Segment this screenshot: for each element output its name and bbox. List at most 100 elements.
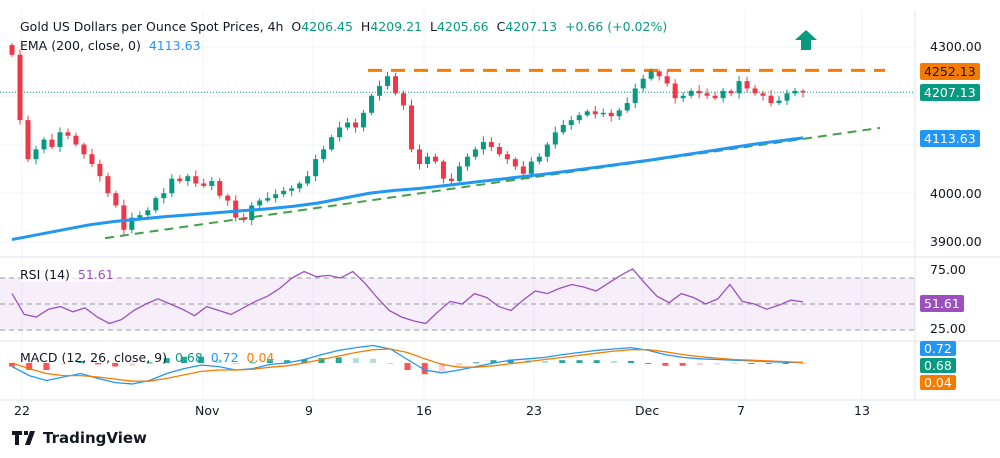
last-price-tag: 4207.13 bbox=[920, 84, 980, 101]
candle-body bbox=[289, 188, 295, 191]
candle-body bbox=[129, 217, 135, 230]
candle-body bbox=[153, 198, 159, 211]
close-label: C bbox=[496, 19, 506, 34]
macd-histogram-bar bbox=[180, 356, 187, 363]
candle-body bbox=[393, 76, 399, 94]
macd-histogram-bar bbox=[9, 363, 15, 367]
macd-histogram-bar bbox=[318, 358, 325, 363]
signal-value-tag: 0.72 bbox=[920, 341, 956, 356]
candle-body bbox=[185, 176, 191, 182]
candle-body bbox=[528, 161, 534, 174]
candle-body bbox=[9, 45, 15, 55]
time-tick: Nov bbox=[195, 403, 220, 418]
candle-body bbox=[416, 149, 422, 164]
candle-body bbox=[377, 86, 383, 96]
macd-histogram-bar bbox=[507, 359, 514, 363]
candle-body bbox=[704, 93, 710, 96]
macd-histogram-bar bbox=[542, 360, 549, 363]
resistance-price-tag: 4252.13 bbox=[920, 63, 980, 80]
candle-body bbox=[496, 146, 502, 155]
candle-body bbox=[105, 176, 111, 194]
tradingview-logo[interactable]: TradingView bbox=[12, 429, 147, 447]
ema-value: 4113.63 bbox=[148, 38, 201, 53]
candle-body bbox=[369, 95, 375, 113]
macd-histogram-bar bbox=[129, 363, 136, 366]
macd-histogram-bar bbox=[645, 363, 652, 364]
candle-body bbox=[800, 90, 806, 93]
macd-value-tag: 0.68 bbox=[920, 358, 956, 373]
rsi-legend[interactable]: RSI (14) 51.61 bbox=[20, 267, 114, 282]
candle-body bbox=[736, 81, 742, 94]
candle-body bbox=[121, 205, 127, 230]
macd-histogram-bar bbox=[404, 363, 411, 370]
macd-histogram-bar bbox=[696, 363, 703, 366]
candle-body bbox=[177, 178, 183, 182]
rsi-value-tag: 51.61 bbox=[920, 295, 964, 312]
candle-body bbox=[225, 195, 231, 201]
ema-200-line bbox=[11, 136, 804, 242]
macd-histogram-bar bbox=[112, 363, 119, 367]
candle-body bbox=[552, 132, 558, 145]
symbol-legend: Gold US Dollars per Ounce Spot Prices, 4… bbox=[20, 19, 667, 34]
macd-histogram-bar bbox=[352, 358, 359, 363]
candle-body bbox=[600, 112, 606, 115]
candle-body bbox=[696, 90, 702, 94]
candle-body bbox=[385, 76, 391, 86]
time-tick: 7 bbox=[737, 403, 745, 418]
time-tick: 22 bbox=[14, 403, 30, 418]
macd-histogram-bar bbox=[662, 363, 669, 366]
rsi-label: RSI (14) bbox=[20, 267, 70, 282]
candle-body bbox=[584, 111, 590, 116]
candle-body bbox=[265, 198, 271, 201]
candle-body bbox=[345, 122, 351, 128]
candle-body bbox=[760, 93, 766, 96]
candle-body bbox=[49, 139, 55, 147]
time-tick: 23 bbox=[526, 403, 542, 418]
candle-body bbox=[81, 144, 87, 155]
macd-histogram-bar bbox=[94, 363, 101, 365]
macd-histogram-bar bbox=[610, 360, 617, 363]
macd-legend[interactable]: MACD (12, 26, close, 9) 0.68 0.72 0.04 bbox=[20, 350, 274, 365]
candle-body bbox=[480, 142, 486, 150]
histogram-value-tag: 0.04 bbox=[920, 375, 956, 390]
candle-body bbox=[337, 127, 343, 138]
candle-body bbox=[464, 156, 470, 167]
candle-body bbox=[233, 200, 239, 218]
candle-body bbox=[408, 105, 414, 150]
macd-histogram-bar bbox=[77, 360, 84, 363]
candle-body bbox=[504, 154, 510, 160]
candle-body bbox=[209, 181, 215, 186]
ema-label: EMA (200, close, 0) bbox=[20, 38, 141, 53]
candle-body bbox=[776, 100, 782, 104]
candle-body bbox=[784, 93, 790, 101]
candle-body bbox=[217, 181, 223, 196]
rsi-value: 51.61 bbox=[77, 267, 114, 282]
change-value: +0.66 (+0.02%) bbox=[564, 19, 668, 34]
macd-histogram-bar bbox=[198, 356, 205, 363]
candle-body bbox=[440, 161, 446, 179]
candle-body bbox=[41, 139, 47, 150]
macd-histogram-bar bbox=[438, 363, 445, 372]
candle-body bbox=[648, 71, 654, 79]
time-tick: Dec bbox=[635, 403, 660, 418]
candle-body bbox=[113, 193, 119, 206]
histogram-value: 0.04 bbox=[246, 350, 275, 365]
macd-histogram-bar bbox=[232, 363, 239, 364]
candle-body bbox=[89, 154, 95, 164]
arrow-up-icon bbox=[795, 30, 817, 50]
macd-histogram-bar bbox=[370, 358, 377, 363]
macd-histogram-bar bbox=[679, 363, 686, 366]
ema-legend[interactable]: EMA (200, close, 0) 4113.63 bbox=[20, 38, 201, 53]
support-trendline bbox=[104, 126, 881, 240]
macd-histogram-bar bbox=[335, 357, 342, 363]
macd-value: 0.68 bbox=[174, 350, 203, 365]
tradingview-logo-icon bbox=[12, 431, 35, 445]
candle-body bbox=[145, 210, 151, 216]
macd-histogram-bar bbox=[249, 362, 256, 364]
macd-histogram-bar bbox=[26, 363, 33, 370]
candle-body bbox=[712, 95, 718, 99]
candle-body bbox=[33, 149, 39, 160]
candle-body bbox=[17, 54, 23, 121]
